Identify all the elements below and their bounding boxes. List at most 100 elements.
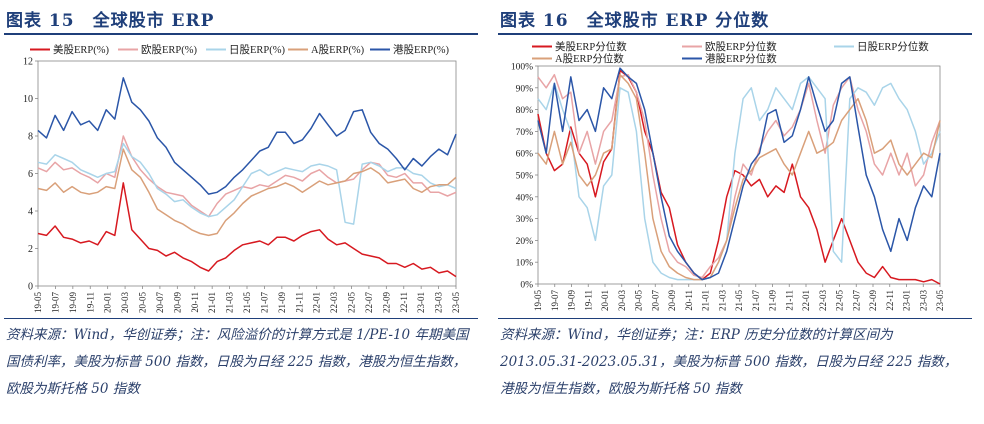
left-xtick-label: 20-07: [155, 292, 165, 313]
right-figure-panel: 图表 16 全球股市 ERP 分位数 0% 10% 20% 30% 40% 50% 60% 7…: [494, 0, 974, 424]
right-xtick-label: 20-09: [667, 290, 677, 311]
right-ytick-label: 60%: [516, 150, 534, 160]
right-ytick-label: 40%: [516, 193, 534, 203]
left-xtick-label: 22-01: [312, 292, 322, 313]
left-xtick-label: 23-01: [416, 292, 426, 313]
right-xtick-label: 22-03: [818, 290, 828, 311]
right-series-line-eu: [537, 73, 941, 279]
left-xtick-label: 23-03: [434, 292, 444, 313]
left-xtick-label: 23-05: [451, 292, 461, 313]
left-ytick-label: 10: [23, 94, 33, 105]
left-source-note: 资料来源：Wind，华创证券；注：风险溢价的计算方式是 1/PE-10 年期美国…: [6, 327, 469, 397]
right-xtick-label: 19-07: [550, 290, 560, 311]
right-series-line-us: [537, 69, 941, 285]
right-legend-label-eu: 欧股ERP分位数: [705, 40, 777, 53]
right-legend-label-a: A股ERP分位数: [555, 52, 624, 65]
left-figure-panel: 图表 15 全球股市 ERP 0 2 4 6 8 10 12 19-05 19-07 19-09 1…: [0, 0, 480, 424]
left-ytick-label: 4: [28, 207, 33, 218]
left-xtick-label: 21-09: [277, 292, 287, 313]
right-series-line-jp: [537, 76, 941, 281]
right-ytick-label: 10%: [516, 259, 534, 269]
right-xtick-label: 21-01: [701, 290, 711, 311]
left-xtick-label: 19-09: [68, 292, 78, 313]
right-xtick-label: 21-09: [768, 290, 778, 311]
right-figure-title: 图表 16 全球股市 ERP 分位数: [500, 11, 770, 31]
left-xtick-label: 19-07: [50, 292, 60, 313]
left-xtick-label: 22-07: [364, 292, 374, 313]
right-erp-percentile-chart: 0% 10% 20% 30% 40% 50% 60% 70% 80% 90% 100% 19-05 19…: [511, 40, 945, 311]
right-xtick-label: 20-07: [650, 290, 660, 311]
right-ytick-label: 80%: [516, 106, 534, 116]
left-legend-label-a: A股ERP(%): [311, 44, 365, 56]
left-series-line-hk: [37, 77, 457, 195]
right-xtick-label: 20-01: [600, 290, 610, 311]
right-series-line-a: [537, 73, 941, 281]
left-ytick-label: 2: [28, 244, 33, 255]
right-ytick-label: 30%: [516, 215, 534, 225]
left-erp-chart: 0 2 4 6 8 10 12 19-05 19-07 19-09 19-11 20-01 20-03 2…: [23, 43, 461, 313]
left-xtick-label: 21-07: [259, 292, 269, 313]
right-xtick-label: 21-05: [734, 290, 744, 311]
left-xtick-label: 22-11: [399, 292, 409, 313]
left-xtick-label: 22-05: [347, 292, 357, 313]
left-ytick-label: 8: [28, 132, 33, 143]
left-series-line-us: [37, 182, 457, 278]
left-xtick-label: 20-01: [103, 292, 113, 313]
right-bottom-rule: [498, 318, 972, 319]
left-xtick-label: 21-01: [207, 292, 217, 313]
left-legend-label-hk: 港股ERP(%): [393, 44, 449, 56]
right-xtick-label: 21-11: [784, 290, 794, 311]
left-legend-label-jp: 日股ERP(%): [229, 44, 285, 56]
right-xtick-label: 21-07: [751, 290, 761, 311]
left-title-rule: [4, 33, 478, 35]
right-xtick-label: 23-03: [918, 290, 928, 311]
right-xtick-label: 19-05: [533, 290, 543, 311]
left-xtick-label: 20-11: [190, 292, 200, 313]
left-series-line-a: [37, 148, 457, 237]
right-xtick-label: 19-11: [583, 290, 593, 311]
right-xtick-label: 21-03: [717, 290, 727, 311]
right-series-line-hk: [537, 67, 941, 281]
left-series-line-jp: [37, 142, 457, 225]
left-xtick-label: 20-05: [138, 292, 148, 313]
right-xtick-label: 23-05: [935, 290, 945, 311]
left-xtick-label: 22-03: [329, 292, 339, 313]
left-xtick-label: 22-09: [381, 292, 391, 313]
right-xtick-label: 20-03: [617, 290, 627, 311]
left-xtick-label: 21-05: [242, 292, 252, 313]
right-title-rule: [498, 33, 972, 35]
left-plot-frame: [37, 60, 457, 287]
right-ytick-label: 0%: [520, 281, 533, 291]
right-source-note: 资料来源：Wind，华创证券；注：ERP 历史分位数的计算区间为 2013.05…: [500, 327, 958, 397]
right-xtick-label: 22-05: [835, 290, 845, 311]
left-xtick-label: 19-05: [33, 292, 43, 313]
right-ytick-label: 90%: [516, 84, 534, 94]
left-bottom-rule: [4, 318, 478, 319]
left-ytick-label: 6: [28, 169, 33, 180]
left-figure-title: 图表 15 全球股市 ERP: [6, 11, 215, 31]
right-legend-label-hk: 港股ERP分位数: [705, 52, 777, 65]
left-ytick-label: 0: [28, 282, 33, 293]
left-legend-label-us: 美股ERP(%): [53, 43, 109, 56]
right-xtick-label: 22-11: [885, 290, 895, 311]
right-xtick-label: 20-05: [634, 290, 644, 311]
right-xtick-label: 20-11: [684, 290, 694, 311]
left-xtick-label: 20-09: [172, 292, 182, 313]
left-xtick-label: 20-03: [120, 292, 130, 313]
left-xtick-label: 21-11: [294, 292, 304, 313]
right-ytick-label: 70%: [516, 128, 534, 138]
left-series-line-eu: [37, 135, 457, 218]
right-legend-label-jp: 日股ERP分位数: [857, 40, 929, 53]
right-xtick-label: 19-09: [567, 290, 577, 311]
right-ytick-label: 20%: [516, 237, 534, 247]
right-ytick-label: 100%: [511, 63, 533, 73]
right-ytick-label: 50%: [516, 172, 534, 182]
left-ytick-label: 12: [23, 57, 33, 68]
right-xtick-label: 22-07: [851, 290, 861, 311]
left-legend-label-eu: 欧股ERP(%): [141, 44, 197, 56]
right-legend-label-us: 美股ERP分位数: [555, 40, 627, 53]
right-plot-frame: [537, 65, 941, 285]
left-xtick-label: 21-03: [225, 292, 235, 313]
left-xtick-label: 19-11: [85, 292, 95, 313]
right-xtick-label: 22-01: [801, 290, 811, 311]
